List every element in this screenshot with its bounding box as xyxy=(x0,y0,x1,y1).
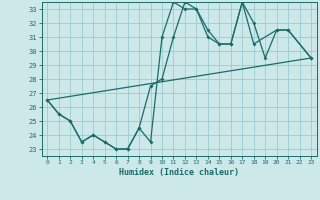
X-axis label: Humidex (Indice chaleur): Humidex (Indice chaleur) xyxy=(119,168,239,177)
